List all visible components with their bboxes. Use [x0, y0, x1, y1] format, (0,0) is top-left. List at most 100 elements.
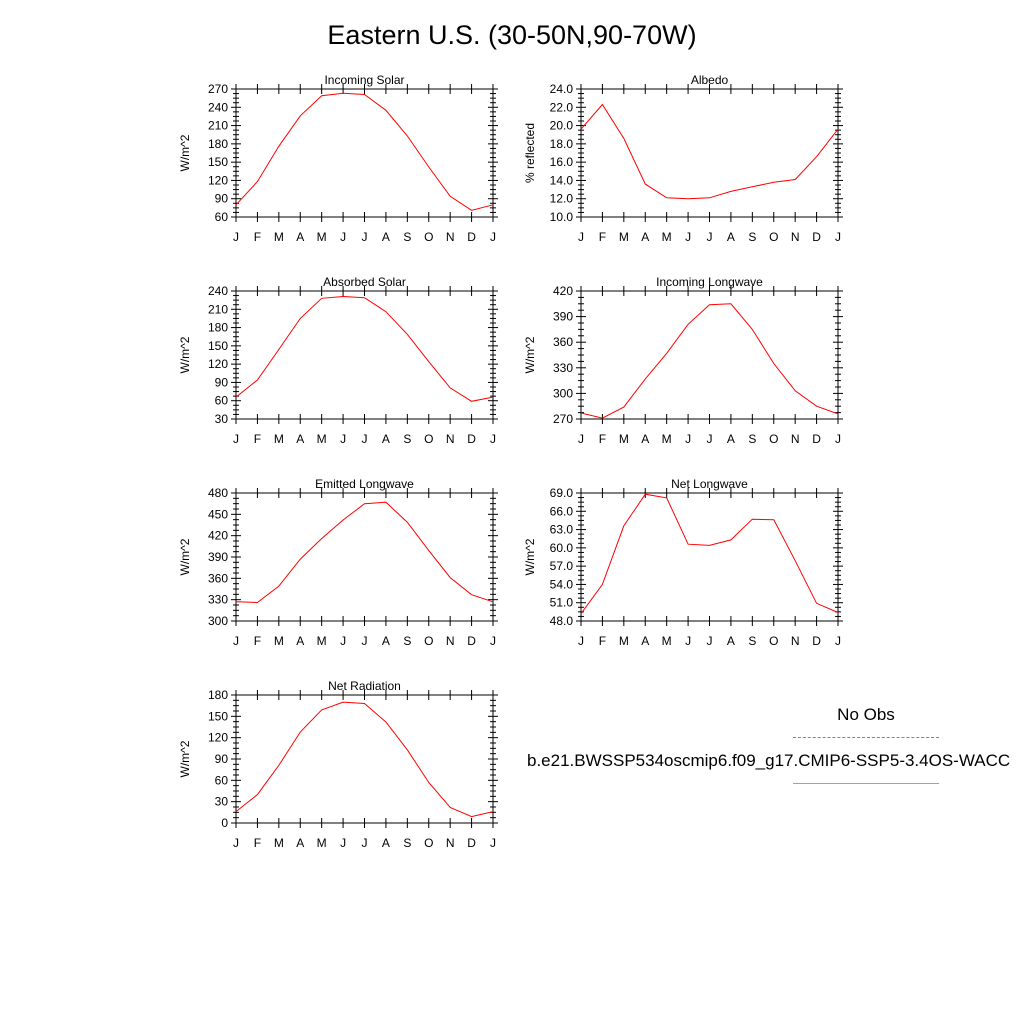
absorbed-solar-xtick-label: A [296, 432, 304, 446]
incoming-solar-xtick-label: F [254, 230, 261, 244]
emitted-longwave-ylabel: W/m^2 [178, 538, 192, 575]
net-longwave-xtick-label: S [748, 634, 756, 648]
incoming-longwave-ytick-label: 360 [553, 335, 573, 349]
absorbed-solar-xtick-label: J [233, 432, 239, 446]
albedo-xtick-label: J [707, 230, 713, 244]
emitted-longwave-series-line [235, 501, 494, 604]
incoming-longwave-series-line [580, 303, 839, 419]
net-radiation-ytick-label: 150 [208, 709, 228, 723]
net-radiation-xtick-label: A [296, 836, 304, 850]
albedo-ylabel: % reflected [523, 123, 537, 183]
incoming-solar-xtick-label: J [233, 230, 239, 244]
incoming-solar-xtick-label: J [340, 230, 346, 244]
absorbed-solar-series-line [235, 295, 494, 402]
incoming-longwave-xtick-label: O [769, 432, 778, 446]
absorbed-solar-ytick-label: 150 [208, 339, 228, 353]
albedo-xtick-label: A [727, 230, 735, 244]
absorbed-solar-panel: Absorbed Solar W/m^2 30 60 90 120 150 180 210 240… [178, 275, 498, 446]
absorbed-solar-title: Absorbed Solar [323, 275, 406, 289]
incoming-longwave-panel: Incoming Longwave W/m^2 270 300 330 360 390 420… [523, 275, 843, 446]
absorbed-solar-ytick-label: 240 [208, 284, 228, 298]
absorbed-solar-xtick-label: J [340, 432, 346, 446]
absorbed-solar-ytick-label: 180 [208, 321, 228, 335]
incoming-solar-xtick-label: S [403, 230, 411, 244]
emitted-longwave-xtick-label: A [382, 634, 390, 648]
albedo-series-line [580, 103, 839, 200]
albedo-xtick-label: N [791, 230, 800, 244]
incoming-solar-ytick-label: 270 [208, 82, 228, 96]
albedo-xtick-label: M [619, 230, 629, 244]
net-radiation-ytick-label: 60 [215, 773, 229, 787]
net-radiation-ytick-label: 120 [208, 731, 228, 745]
incoming-solar-ytick-label: 240 [208, 100, 228, 114]
emitted-longwave-title: Emitted Longwave [315, 477, 414, 491]
net-longwave-xtick-label: M [619, 634, 629, 648]
incoming-longwave-ytick-label: 390 [553, 310, 573, 324]
incoming-solar-xtick-label: M [317, 230, 327, 244]
incoming-solar-panel: Incoming Solar W/m^2 60 90 120 150 180 210 240 27… [178, 73, 498, 244]
absorbed-solar-xtick-label: M [274, 432, 284, 446]
absorbed-solar-ytick-label: 210 [208, 302, 228, 316]
incoming-solar-ytick-label: 90 [215, 192, 229, 206]
net-longwave-ytick-label: 66.0 [550, 504, 574, 518]
net-longwave-xtick-label: O [769, 634, 778, 648]
net-longwave-xtick-label: J [835, 634, 841, 648]
emitted-longwave-xtick-label: O [424, 634, 433, 648]
incoming-longwave-frame [580, 290, 839, 420]
incoming-solar-xtick-label: O [424, 230, 433, 244]
net-longwave-xtick-label: A [727, 634, 735, 648]
emitted-longwave-ytick-label: 330 [208, 593, 228, 607]
incoming-solar-series-line [235, 92, 494, 211]
net-radiation-xtick-label: J [233, 836, 239, 850]
net-radiation-ytick-label: 180 [208, 688, 228, 702]
legend-obs-line [793, 737, 939, 738]
emitted-longwave-ytick-label: 360 [208, 571, 228, 585]
net-radiation-xtick-label: J [490, 836, 496, 850]
net-radiation-xtick-label: M [274, 836, 284, 850]
albedo-xtick-label: J [835, 230, 841, 244]
net-longwave-xtick-label: A [641, 634, 649, 648]
incoming-solar-xtick-label: D [467, 230, 476, 244]
legend-obs-label: No Obs [837, 705, 895, 724]
net-longwave-xtick-label: J [578, 634, 584, 648]
incoming-solar-xtick-label: A [382, 230, 390, 244]
net-radiation-xtick-label: J [362, 836, 368, 850]
albedo-xtick-label: M [662, 230, 672, 244]
net-radiation-xtick-label: D [467, 836, 476, 850]
albedo-ytick-label: 18.0 [550, 137, 574, 151]
absorbed-solar-xtick-label: S [403, 432, 411, 446]
absorbed-solar-ylabel: W/m^2 [178, 336, 192, 373]
emitted-longwave-xtick-label: M [317, 634, 327, 648]
emitted-longwave-xtick-label: N [446, 634, 455, 648]
absorbed-solar-ytick-label: 60 [215, 394, 229, 408]
incoming-longwave-ytick-label: 420 [553, 284, 573, 298]
net-radiation-ytick-label: 0 [221, 816, 228, 830]
net-longwave-xtick-label: M [662, 634, 672, 648]
incoming-longwave-title: Incoming Longwave [656, 275, 763, 289]
incoming-longwave-ytick-label: 330 [553, 361, 573, 375]
incoming-solar-ytick-label: 210 [208, 119, 228, 133]
absorbed-solar-ytick-label: 90 [215, 375, 229, 389]
net-longwave-ylabel: W/m^2 [523, 538, 537, 575]
incoming-solar-xtick-label: J [490, 230, 496, 244]
incoming-longwave-xtick-label: J [685, 432, 691, 446]
emitted-longwave-xtick-label: A [296, 634, 304, 648]
net-longwave-ytick-label: 63.0 [550, 523, 574, 537]
incoming-solar-title: Incoming Solar [324, 73, 404, 87]
page-title: Eastern U.S. (30-50N,90-70W) [327, 20, 697, 50]
incoming-solar-xtick-label: A [296, 230, 304, 244]
net-longwave-xtick-label: D [812, 634, 821, 648]
absorbed-solar-xtick-label: M [317, 432, 327, 446]
net-radiation-xtick-label: A [382, 836, 390, 850]
absorbed-solar-xtick-label: N [446, 432, 455, 446]
albedo-ytick-label: 12.0 [550, 192, 574, 206]
incoming-longwave-ylabel: W/m^2 [523, 336, 537, 373]
net-longwave-ytick-label: 57.0 [550, 559, 574, 573]
net-longwave-frame [580, 492, 839, 622]
emitted-longwave-frame [235, 492, 494, 622]
incoming-longwave-xtick-label: J [707, 432, 713, 446]
absorbed-solar-xtick-label: A [382, 432, 390, 446]
albedo-panel: Albedo % reflected 10.0 12.0 14.0 16.0 18.0 20.… [523, 73, 843, 244]
net-radiation-title: Net Radiation [328, 679, 401, 693]
